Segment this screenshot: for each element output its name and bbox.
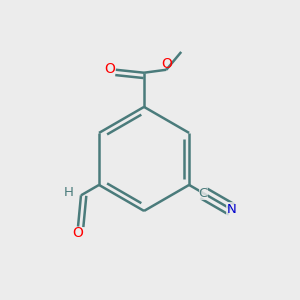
Text: N: N bbox=[227, 203, 236, 216]
Text: H: H bbox=[64, 186, 74, 200]
Text: C: C bbox=[199, 187, 208, 200]
Text: O: O bbox=[72, 226, 83, 240]
Text: O: O bbox=[104, 61, 115, 76]
Text: O: O bbox=[161, 57, 172, 71]
